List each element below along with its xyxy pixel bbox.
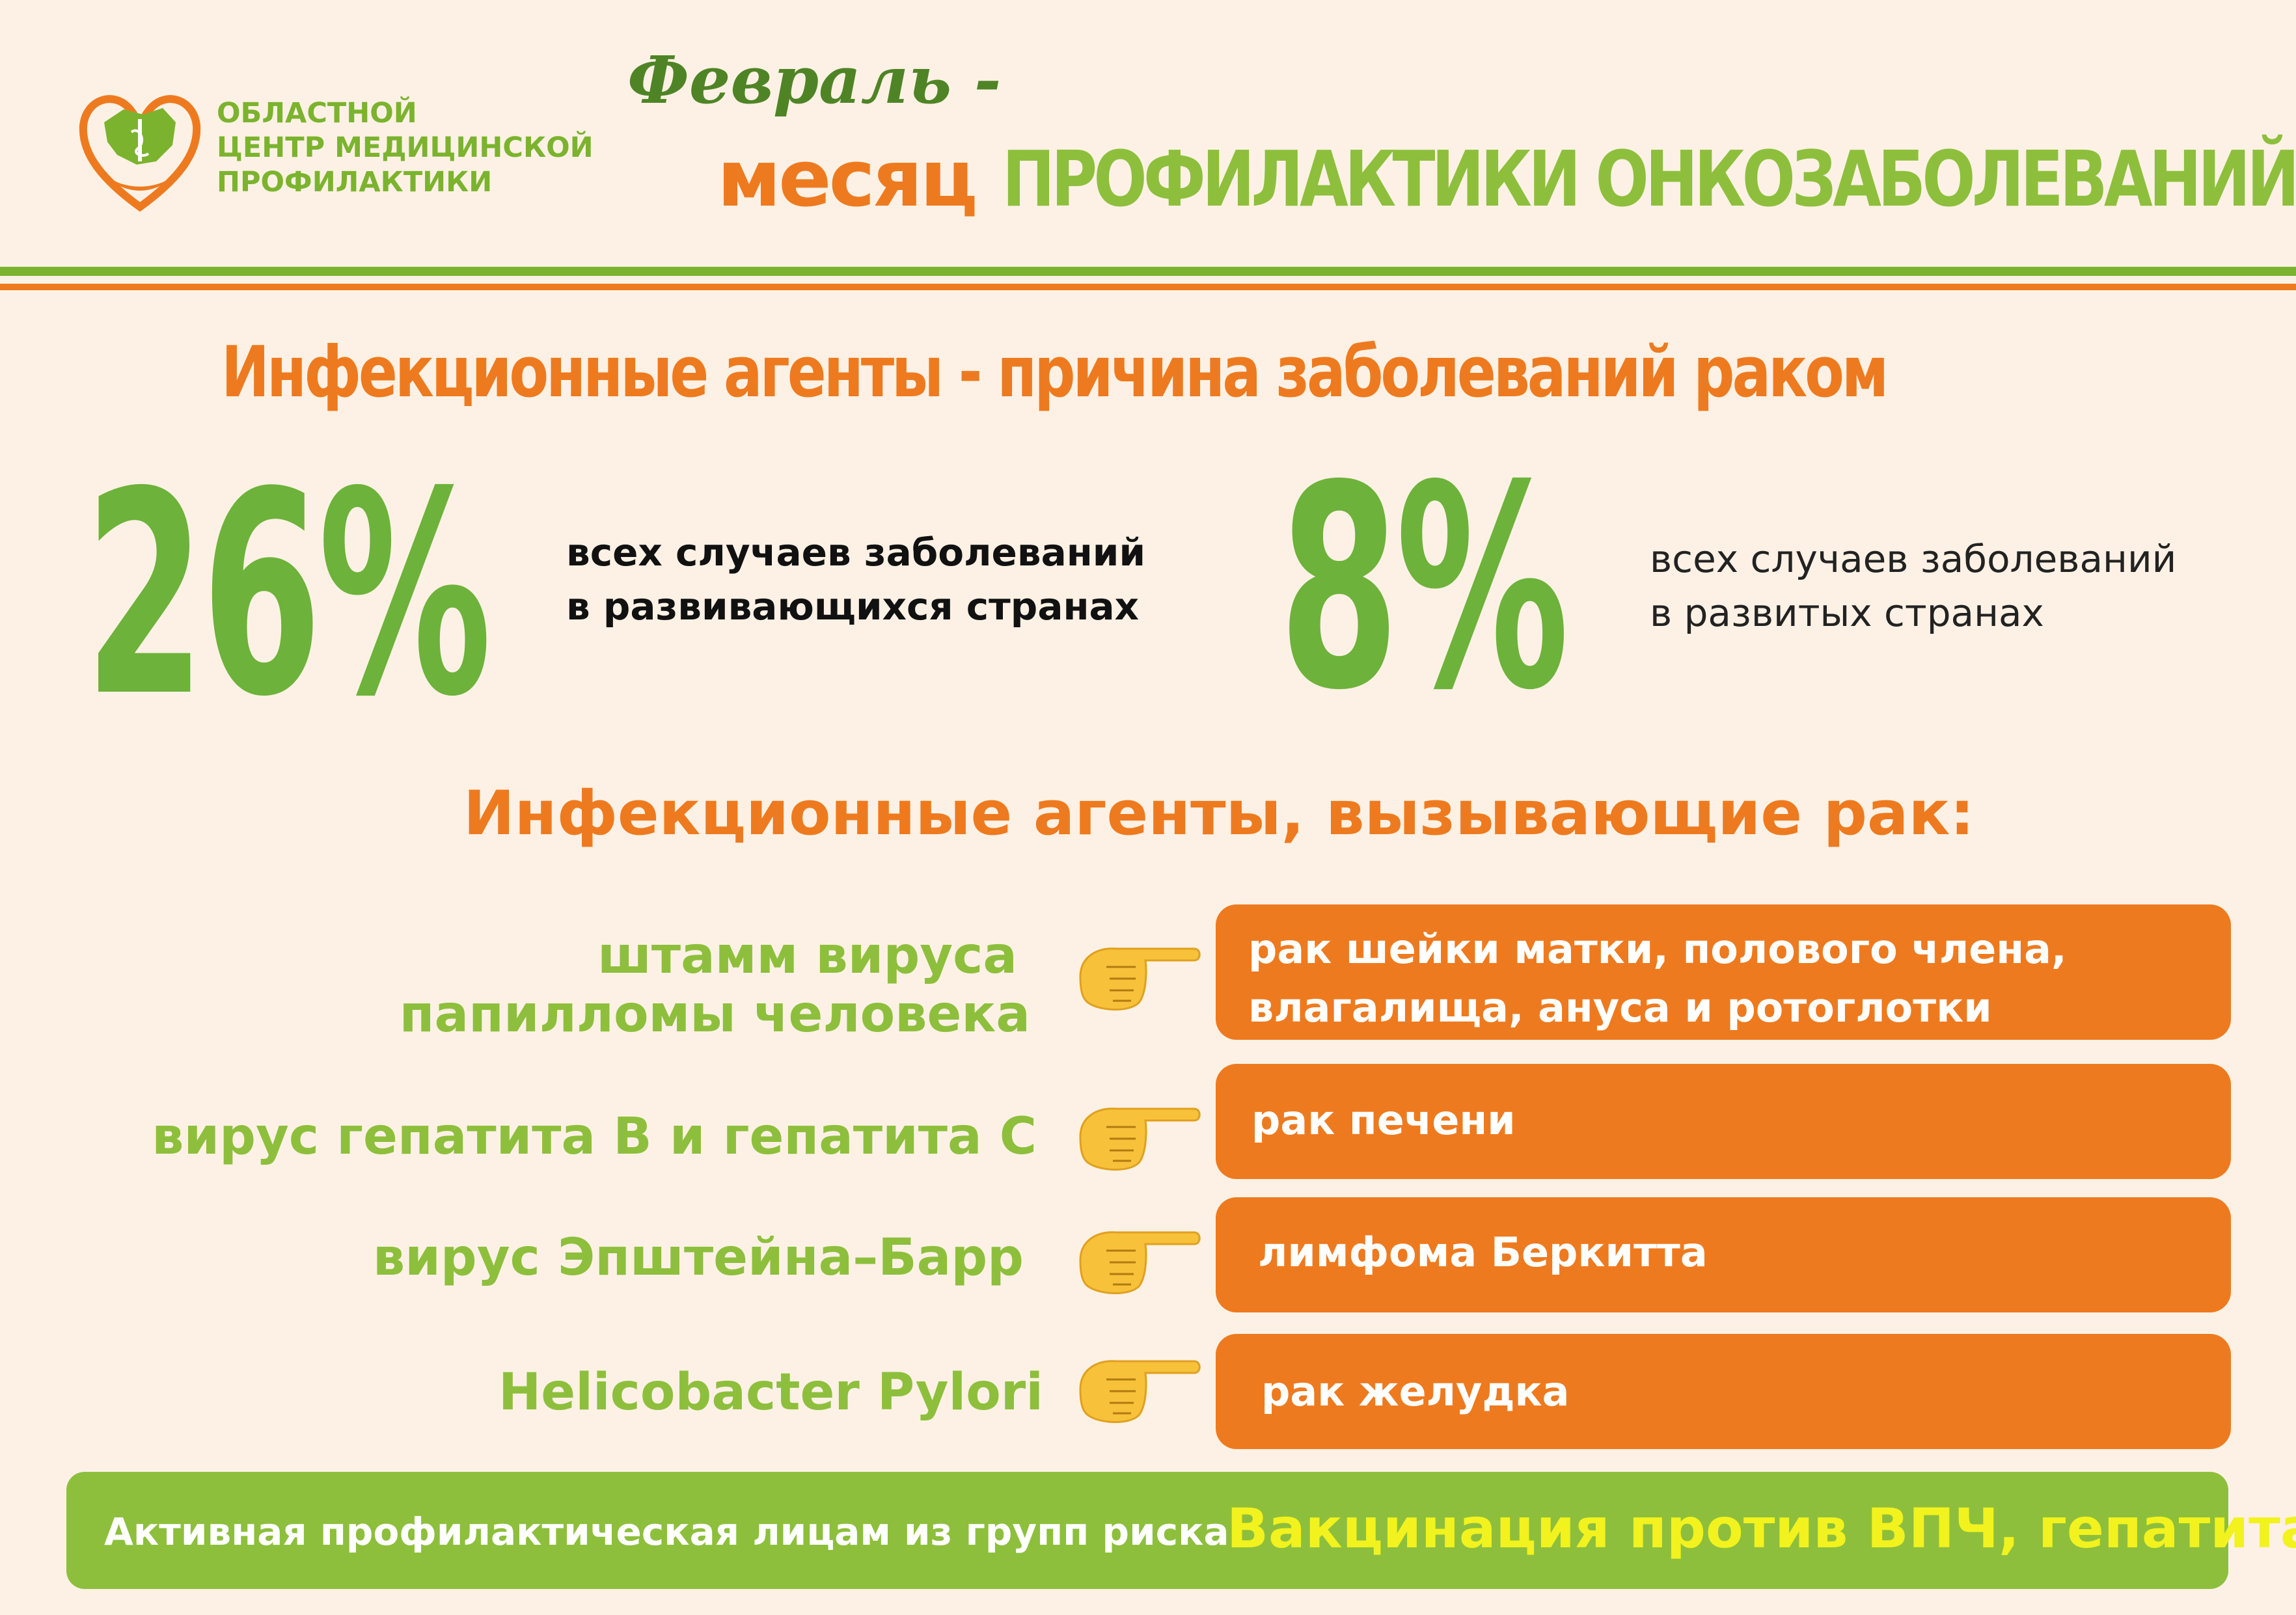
stat-value-developed: 8% [1279,426,1569,752]
agent-hpv: штамм вируса папилломы человека [399,927,1030,1044]
pointing-hand-icon [1079,1360,1201,1423]
pointing-hand-icon [1079,1107,1201,1171]
heart-map-logo [79,95,201,212]
result-hepatitis: рак печени [1216,1064,2231,1179]
section-heading: Инфекционные агенты, вызывающие рак: [463,778,1975,849]
stat-caption-developing: всех случаев заболеваний в развивающихся… [566,530,1146,629]
month-topic: ПРОФИЛАКТИКИ ОНКОЗАБОЛЕВАНИЙ [1002,134,2296,224]
stat-value-developing: 26% [85,433,492,758]
pointing-hand-icon [1079,1231,1201,1294]
banner-prevention-text: Активная профилактическая лицам из групп… [104,1510,1229,1554]
result-burkitt: лимфома Беркитта [1216,1197,2231,1312]
org-name: ОБЛАСТНОЙ ЦЕНТР МЕДИЦИНСКОЙ ПРОФИЛАКТИКИ [217,97,594,198]
agent-hepatitis: вирус гепатита В и гепатита С [152,1107,1037,1166]
result-hpv: рак шейки матки, полового члена, влагали… [1216,904,2231,1040]
month-script-title: Февраль - [627,42,1002,118]
headline: Инфекционные агенты - причина заболевани… [221,332,1889,413]
agent-epstein-barr: вирус Эпштейна–Барр [372,1228,1024,1287]
result-stomach: рак желудка [1216,1334,2231,1449]
bottom-banner [66,1472,2228,1589]
pointing-hand-icon [1079,947,1201,1011]
stat-caption-developed: всех случаев заболеваний в развитых стра… [1650,537,2177,635]
month-word: месяц [717,134,978,224]
header-divider-green [0,267,2296,276]
agent-helicobacter: Helicobacter Pylori [499,1363,1043,1422]
banner-vaccination-text: Вакцинация против ВПЧ, гепатита В [1227,1497,2296,1560]
header-divider-orange [0,284,2296,290]
